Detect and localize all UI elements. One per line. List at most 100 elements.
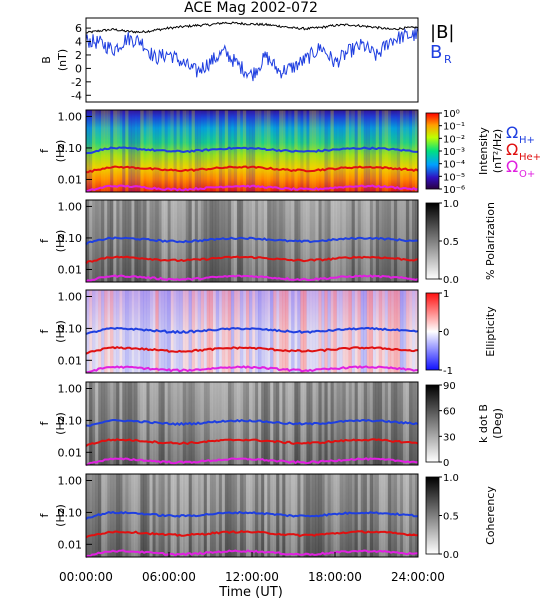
spectrogram-texture bbox=[387, 290, 392, 373]
spectrogram-texture bbox=[252, 110, 256, 192]
spectrogram-texture bbox=[221, 110, 226, 192]
spectrogram-texture bbox=[206, 382, 210, 465]
series-line-br bbox=[85, 27, 419, 82]
panel-ellipticity: 1.00 0.10 0.01 f (Hz) 1 0 -1 Ellipticity bbox=[38, 289, 497, 377]
spectrogram-texture bbox=[209, 474, 213, 557]
freq-axis-unit: (Hz) bbox=[54, 140, 67, 163]
spectrogram-texture bbox=[113, 110, 117, 192]
spectrogram-texture bbox=[239, 110, 244, 192]
spectrogram-texture bbox=[252, 474, 256, 557]
spectrogram-texture bbox=[101, 474, 105, 557]
spectrogram-texture bbox=[134, 474, 138, 557]
spectrogram-texture bbox=[342, 290, 346, 373]
spectrogram-texture bbox=[351, 382, 355, 465]
spectrogram-texture bbox=[363, 200, 367, 282]
spectrogram-texture bbox=[128, 290, 132, 373]
spectrogram-texture bbox=[378, 290, 383, 373]
spectrogram-texture bbox=[279, 200, 283, 282]
spectrogram-texture bbox=[236, 110, 241, 192]
spectrogram-texture bbox=[86, 290, 90, 373]
spectrogram-texture bbox=[270, 382, 274, 465]
spectrogram-texture bbox=[116, 382, 120, 465]
spectrogram-texture bbox=[330, 200, 334, 282]
colorbar-label: Intensity bbox=[477, 127, 490, 175]
colorbar-tick-label: -1 bbox=[443, 366, 453, 377]
spectrogram-texture bbox=[246, 290, 250, 373]
spectrogram-texture bbox=[203, 474, 207, 557]
freq-axis-label: f bbox=[38, 238, 51, 243]
spectrogram-texture bbox=[107, 474, 111, 557]
spectrogram-texture bbox=[384, 382, 389, 465]
spectrogram-texture bbox=[116, 474, 120, 557]
spectrogram-texture bbox=[104, 290, 108, 373]
spectrogram-texture bbox=[270, 110, 274, 192]
spectrogram-texture bbox=[360, 200, 364, 282]
spectrogram-texture bbox=[137, 200, 141, 282]
spectrogram-texture bbox=[86, 110, 90, 192]
colorbar-tick-label: 0.0 bbox=[443, 550, 459, 561]
spectrogram-texture bbox=[258, 200, 262, 282]
spectrogram-texture bbox=[236, 290, 241, 373]
spectrogram-texture bbox=[131, 110, 135, 192]
spectrogram-texture bbox=[89, 474, 93, 557]
spectrogram-texture bbox=[270, 290, 274, 373]
spectrogram-texture bbox=[242, 382, 247, 465]
spectrogram-texture bbox=[399, 382, 404, 465]
spectrogram-texture bbox=[122, 382, 126, 465]
spectrogram-texture bbox=[215, 474, 220, 557]
spectrogram-texture bbox=[264, 110, 268, 192]
colorbar-tick-label: 10⁻² bbox=[443, 134, 465, 145]
spectrogram-texture bbox=[360, 110, 364, 192]
spectrogram-texture bbox=[327, 290, 331, 373]
freq-tick-label: 1.00 bbox=[58, 475, 83, 488]
spectrogram-texture bbox=[143, 382, 147, 465]
spectrogram-texture bbox=[372, 382, 376, 465]
spectrogram-texture bbox=[267, 382, 271, 465]
figure-title: ACE Mag 2002-072 bbox=[184, 0, 318, 16]
spectrogram-texture bbox=[128, 382, 132, 465]
spectrogram-texture bbox=[252, 200, 256, 282]
spectrogram-texture bbox=[333, 110, 337, 192]
spectrogram-texture bbox=[113, 382, 117, 465]
spectrogram-texture bbox=[125, 290, 129, 373]
spectrogram-texture bbox=[110, 110, 114, 192]
spectrogram-texture bbox=[369, 382, 373, 465]
spectrogram-texture bbox=[390, 382, 395, 465]
colorbar bbox=[425, 292, 440, 371]
spectrogram-texture bbox=[107, 200, 111, 282]
spectrogram-texture bbox=[104, 200, 108, 282]
spectrogram-texture bbox=[146, 474, 150, 557]
spectrogram-texture bbox=[125, 200, 129, 282]
spectrogram-texture bbox=[249, 290, 253, 373]
spectrogram-texture bbox=[122, 290, 126, 373]
spectrogram-background bbox=[86, 290, 418, 373]
colorbar-tick-label: 0 bbox=[443, 458, 449, 469]
spectrogram-texture bbox=[224, 474, 229, 557]
spectrogram-texture bbox=[390, 474, 395, 557]
spectrogram-texture bbox=[375, 474, 379, 557]
spectrogram-texture bbox=[393, 290, 398, 373]
spectrogram-texture bbox=[104, 110, 108, 192]
freq-axis-label: f bbox=[38, 328, 51, 333]
spectrogram-texture bbox=[249, 200, 253, 282]
spectrogram-texture bbox=[203, 200, 207, 282]
spectrogram-texture bbox=[119, 382, 123, 465]
spectrogram-texture bbox=[101, 110, 105, 192]
spectrogram-texture bbox=[233, 110, 238, 192]
spectrogram-texture bbox=[330, 110, 334, 192]
spectrogram-texture bbox=[261, 290, 265, 373]
colorbar-unit: (nT²/Hz) bbox=[491, 129, 504, 173]
spectrogram-texture bbox=[402, 290, 407, 373]
spectrogram-texture bbox=[194, 110, 198, 192]
spectrogram-texture bbox=[128, 474, 132, 557]
spectrogram-texture bbox=[255, 290, 259, 373]
spectrogram-texture bbox=[233, 474, 238, 557]
spectrogram-texture bbox=[119, 290, 123, 373]
spectrogram-texture bbox=[270, 474, 274, 557]
spectrogram-texture bbox=[267, 110, 271, 192]
spectrogram-texture bbox=[384, 290, 389, 373]
freq-tick-label: 0.01 bbox=[58, 538, 83, 551]
cyclotron-line-o bbox=[85, 457, 419, 467]
spectrogram-texture bbox=[369, 474, 373, 557]
spectrogram-texture bbox=[218, 290, 223, 373]
